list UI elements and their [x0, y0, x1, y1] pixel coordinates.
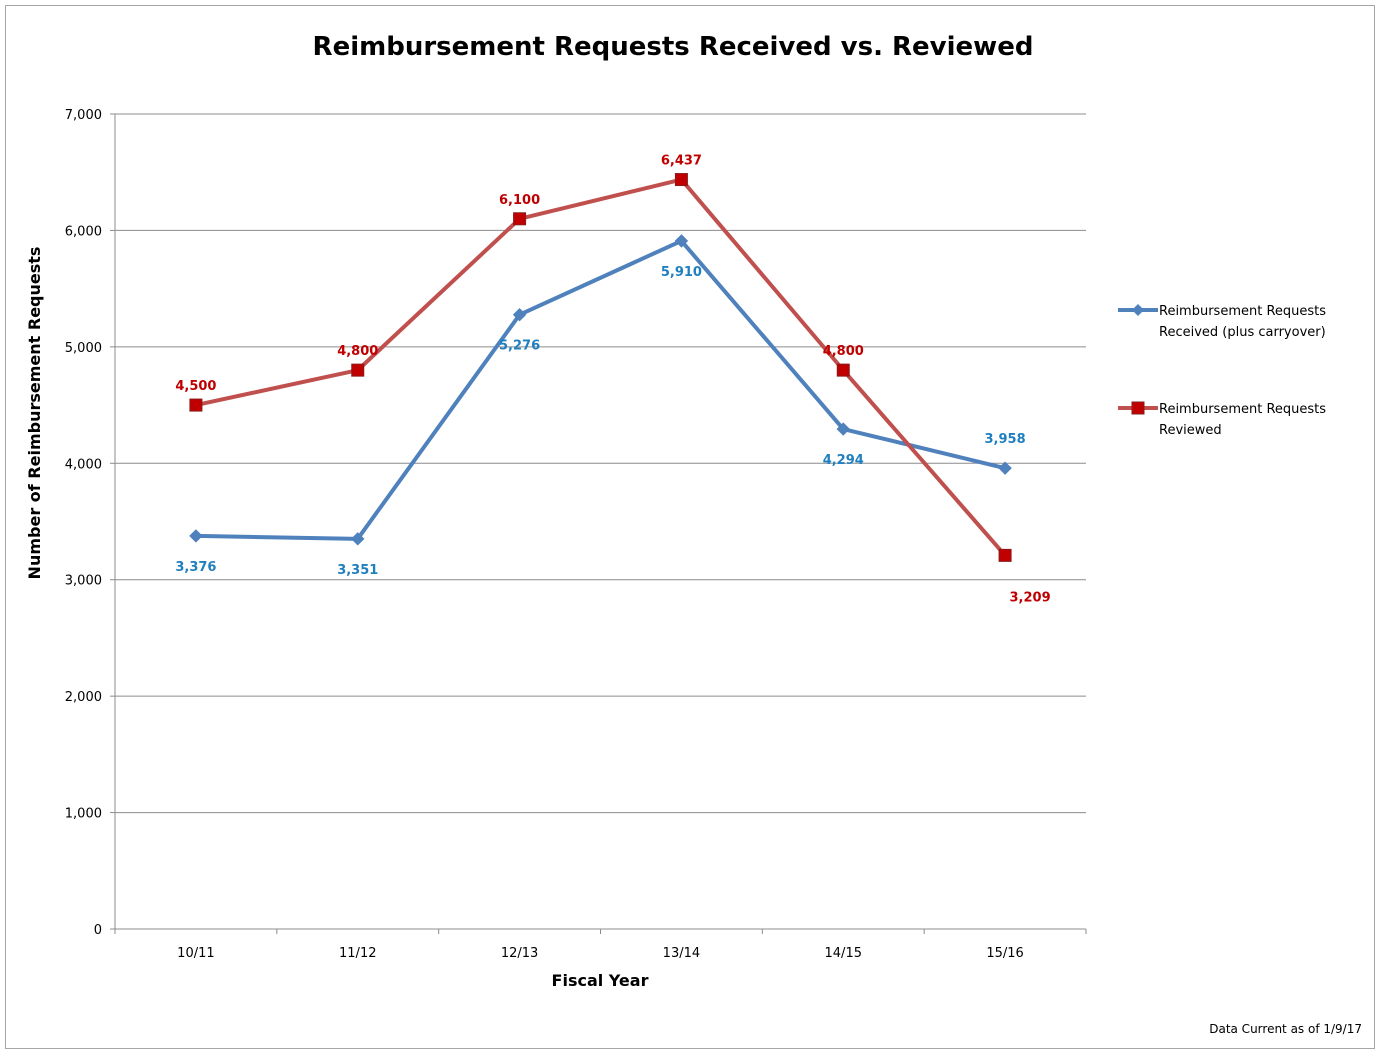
y-tick-labels: 0 1,000 2,000 3,000 4,000 5,000 6,000 7,000: [65, 108, 102, 938]
data-label: 6,437: [661, 154, 702, 169]
data-label: 3,351: [337, 563, 378, 578]
chart-frame: [5, 5, 1375, 1049]
data-label: 3,209: [1010, 590, 1051, 605]
y-tick-label: 4,000: [65, 457, 102, 472]
x-tick-labels: 10/11 11/12 12/13 13/14 14/15 15/16: [177, 946, 1024, 961]
x-tick-label: 13/14: [663, 946, 700, 961]
data-label: 6,100: [499, 193, 540, 208]
series-line: [195, 238, 1006, 541]
y-tick-label: 3,000: [65, 574, 102, 589]
y-tick-label: 5,000: [65, 341, 102, 356]
data-label: 5,910: [661, 265, 702, 280]
chart-title: Reimbursement Requests Received vs. Revi…: [313, 32, 1034, 62]
data-point-square: [836, 363, 850, 377]
y-tick-label: 2,000: [65, 690, 102, 705]
data-point-square: [189, 398, 203, 412]
x-tick-label: 14/15: [825, 946, 862, 961]
series-line: [195, 177, 1007, 557]
legend-label: Reimbursement Requests: [1159, 402, 1326, 417]
legend: Reimbursement Requests Received (plus car…: [1118, 304, 1326, 438]
legend-marker-square: [1131, 401, 1145, 415]
x-tick-label: 12/13: [501, 946, 538, 961]
y-axis-title: Number of Reimbursement Requests: [25, 247, 44, 580]
data-point-diamond: [512, 308, 527, 322]
data-label: 4,294: [823, 453, 864, 468]
data-point-diamond: [674, 234, 689, 248]
y-tick-label: 0: [94, 923, 102, 938]
data-point-diamond: [836, 422, 850, 436]
y-tick-label: 1,000: [65, 807, 102, 822]
gridlines: [115, 113, 1086, 814]
data-labels: 3,376 3,351 5,276 5,910 4,294 3,958 4,500 4,800…: [175, 154, 1050, 606]
data-note: Data Current as of 1/9/17: [1209, 1022, 1362, 1036]
x-tick-label: 10/11: [177, 946, 214, 961]
data-point-square: [513, 212, 527, 226]
data-point-square: [674, 173, 688, 187]
y-tick-label: 7,000: [65, 108, 102, 123]
legend-marker-diamond: [1132, 304, 1144, 316]
data-point-diamond: [351, 532, 365, 546]
y-tick-label: 6,000: [65, 224, 102, 239]
series-group: [189, 173, 1012, 562]
x-tick-label: 15/16: [986, 946, 1023, 961]
data-point-square: [998, 548, 1012, 562]
axes: [110, 113, 1087, 934]
x-tick-label: 11/12: [339, 946, 376, 961]
data-label: 4,800: [337, 344, 378, 359]
data-label: 4,500: [175, 379, 216, 394]
data-label: 5,276: [499, 339, 540, 354]
data-label: 3,958: [985, 432, 1026, 447]
data-label: 3,376: [175, 560, 216, 575]
data-point-square: [351, 363, 365, 377]
legend-label: Reviewed: [1159, 423, 1222, 438]
legend-label: Received (plus carryover): [1159, 325, 1326, 340]
data-point-diamond: [189, 529, 203, 543]
data-point-diamond: [998, 461, 1012, 475]
x-axis-title: Fiscal Year: [552, 971, 649, 990]
legend-label: Reimbursement Requests: [1159, 304, 1326, 319]
data-label: 4,800: [823, 344, 864, 359]
